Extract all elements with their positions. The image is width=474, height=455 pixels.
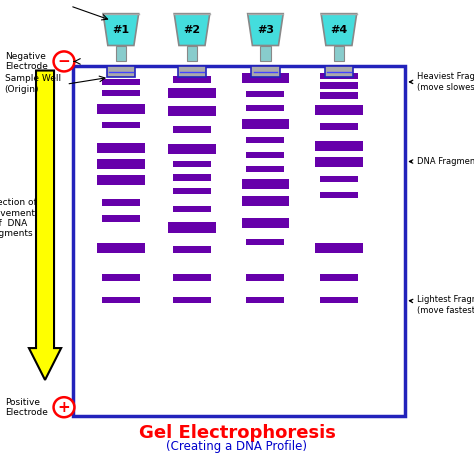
Bar <box>334 46 344 61</box>
Bar <box>251 66 280 77</box>
Bar <box>242 218 289 228</box>
Bar <box>246 91 284 97</box>
Bar <box>116 46 126 61</box>
Bar <box>97 175 145 185</box>
Bar <box>178 66 206 77</box>
Bar <box>102 297 140 303</box>
Bar <box>320 73 358 79</box>
Circle shape <box>54 397 74 417</box>
Bar <box>102 79 140 85</box>
Bar <box>173 76 211 83</box>
Bar <box>315 105 363 115</box>
Bar <box>242 196 289 206</box>
Bar <box>246 274 284 281</box>
Bar <box>168 88 216 98</box>
Bar <box>102 274 140 281</box>
Bar <box>168 144 216 154</box>
Text: Gel Electrophoresis: Gel Electrophoresis <box>138 424 336 442</box>
Polygon shape <box>174 14 210 46</box>
Bar <box>173 188 211 194</box>
Text: DNA Fragment: DNA Fragment <box>410 157 474 166</box>
Bar <box>107 66 135 77</box>
Bar <box>173 161 211 167</box>
Bar <box>168 106 216 116</box>
Bar <box>320 123 358 130</box>
Text: Sample Well
(Origin): Sample Well (Origin) <box>5 75 61 94</box>
Bar <box>173 206 211 212</box>
Bar <box>173 246 211 253</box>
Text: Positive
Electrode: Positive Electrode <box>5 398 47 417</box>
Bar <box>320 192 358 198</box>
Bar <box>325 66 353 77</box>
Bar <box>246 152 284 158</box>
Bar <box>97 143 145 153</box>
Bar <box>246 297 284 303</box>
Bar <box>97 159 145 169</box>
Bar <box>320 82 358 89</box>
Polygon shape <box>321 14 356 46</box>
Bar <box>102 122 140 128</box>
Bar <box>173 297 211 303</box>
Text: Lightest Fragments
(move fastest): Lightest Fragments (move fastest) <box>410 295 474 314</box>
Bar <box>315 243 363 253</box>
Text: #3: #3 <box>257 25 274 35</box>
Text: Negative
Electrode: Negative Electrode <box>5 52 47 71</box>
Text: (Creating a DNA Profile): (Creating a DNA Profile) <box>166 440 308 453</box>
Bar <box>73 66 405 416</box>
Text: #1: #1 <box>112 25 129 35</box>
Bar <box>315 157 363 167</box>
Polygon shape <box>103 14 138 46</box>
Bar <box>246 136 284 143</box>
Bar <box>246 239 284 245</box>
Polygon shape <box>29 71 61 380</box>
Bar <box>102 215 140 222</box>
Bar <box>102 90 140 96</box>
Bar <box>173 174 211 181</box>
Bar <box>187 46 197 61</box>
Text: #2: #2 <box>183 25 201 35</box>
Bar <box>242 179 289 189</box>
Bar <box>320 92 358 99</box>
Bar <box>246 105 284 111</box>
Bar <box>97 243 145 253</box>
Text: −: − <box>58 54 70 69</box>
Bar <box>320 176 358 182</box>
Bar <box>320 274 358 281</box>
Text: Direction of
movement
of  DNA
fragments: Direction of movement of DNA fragments <box>0 198 37 238</box>
Polygon shape <box>248 14 283 46</box>
Text: Heaviest Fragments
(move slowest): Heaviest Fragments (move slowest) <box>410 72 474 91</box>
Text: +: + <box>58 400 70 415</box>
Bar <box>315 141 363 151</box>
Bar <box>242 119 289 129</box>
Bar <box>173 274 211 281</box>
Text: #4: #4 <box>330 25 347 35</box>
Bar <box>102 199 140 206</box>
Bar <box>168 222 216 233</box>
Bar <box>242 73 289 83</box>
Bar <box>246 166 284 172</box>
Bar <box>97 104 145 114</box>
Circle shape <box>54 51 74 71</box>
Bar <box>320 297 358 303</box>
Bar <box>260 46 271 61</box>
Bar <box>173 126 211 133</box>
